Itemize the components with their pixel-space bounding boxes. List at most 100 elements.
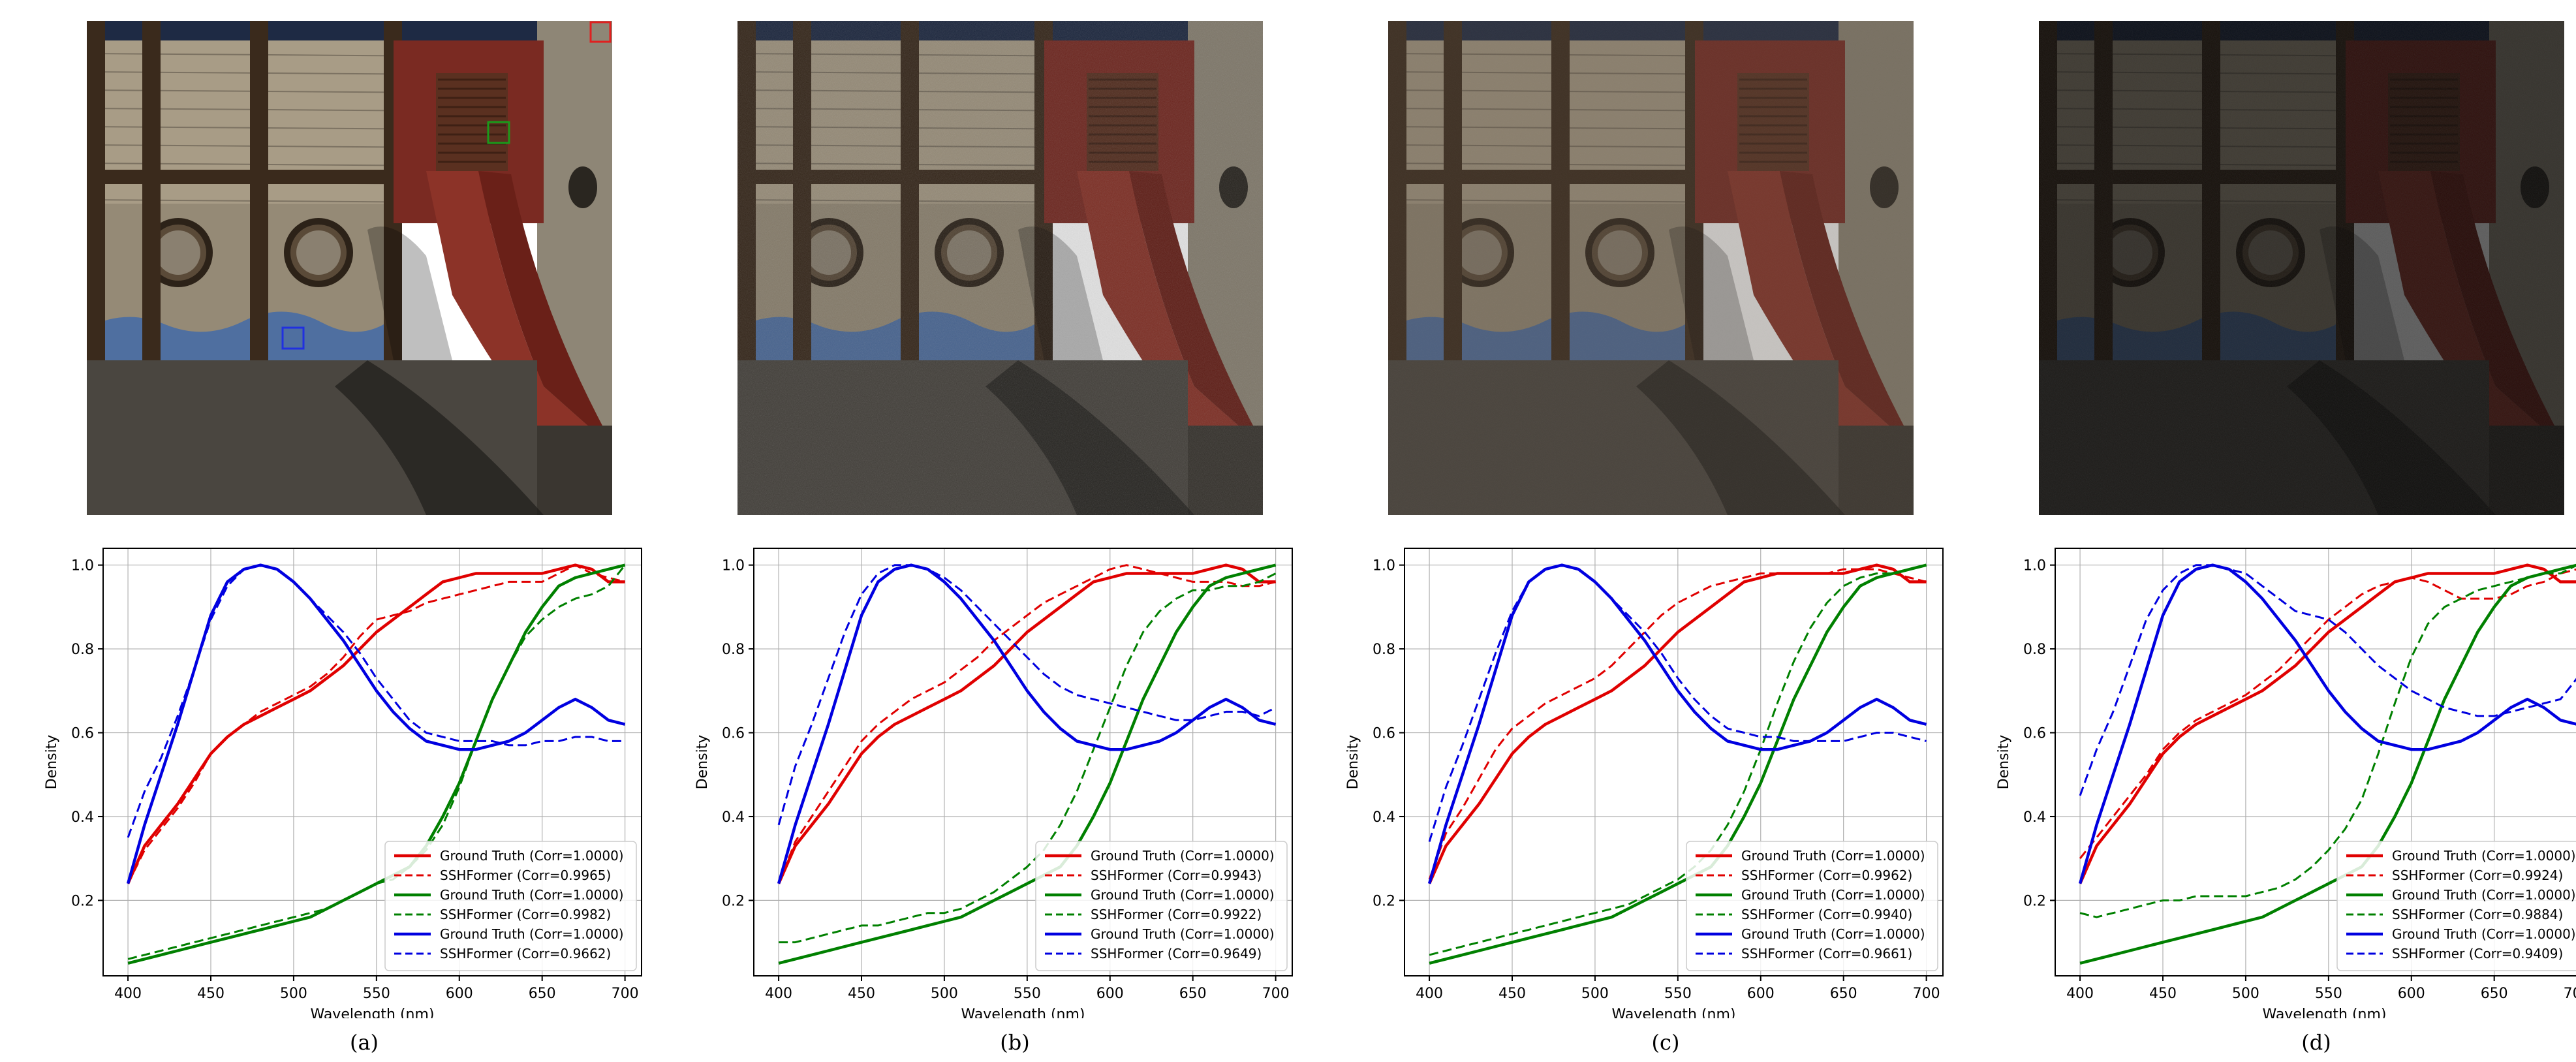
y-tick-label: 0.4	[1373, 809, 1395, 826]
panel-caption: (d)	[2301, 1030, 2331, 1055]
y-tick-label: 0.8	[722, 642, 745, 658]
legend-entry-label: Ground Truth (Corr=1.0000)	[2392, 887, 2576, 903]
y-axis-label: Density	[1345, 735, 1361, 790]
series-line-red-ground-truth	[2079, 563, 2576, 884]
legend-entry-label: SSHFormer (Corr=0.9649)	[1091, 946, 1262, 961]
x-tick-label: 500	[1581, 986, 1609, 1002]
grid-lines	[103, 548, 642, 976]
legend-entry-label: Ground Truth (Corr=1.0000)	[440, 926, 624, 942]
exposure-overlay	[2039, 21, 2564, 515]
series-line-blue-sshformer	[127, 564, 625, 838]
x-tick-label: 700	[2564, 986, 2576, 1002]
panel-caption: (c)	[1651, 1030, 1680, 1055]
x-tick-label: 600	[2398, 986, 2425, 1002]
series-line-green-sshformer	[127, 564, 626, 960]
panel-caption: (a)	[349, 1030, 379, 1055]
series-line-green-ground-truth	[778, 563, 1277, 965]
legend-entry-label: Ground Truth (Corr=1.0000)	[1741, 926, 1925, 942]
y-tick-label: 0.6	[2023, 726, 2046, 742]
series-line-green-sshformer	[1429, 564, 1927, 956]
y-tick-label: 0.2	[2023, 893, 2046, 909]
x-tick-label: 400	[1416, 986, 1443, 1002]
plot-frame	[2055, 548, 2576, 976]
legend-entry-label: Ground Truth (Corr=1.0000)	[1091, 887, 1275, 903]
x-tick-label: 450	[848, 986, 875, 1002]
legend-entry-label: SSHFormer (Corr=0.9924)	[2392, 867, 2563, 883]
legend-entry-label: SSHFormer (Corr=0.9662)	[440, 946, 611, 961]
figure-panel-d: 400 450 500 550 600 650 700 0.2 0.4 0.6 0.8 1.0 Wave…	[1996, 0, 2576, 1062]
legend: Ground Truth (Corr=1.0000) SSHFormer (Cor…	[1686, 841, 1938, 971]
x-tick-label: 700	[1262, 986, 1290, 1002]
legend-entry-label: Ground Truth (Corr=1.0000)	[1091, 926, 1275, 942]
roi-blue-box	[281, 326, 305, 350]
legend-entry-label: Ground Truth (Corr=1.0000)	[440, 887, 624, 903]
scene-photo	[2039, 21, 2564, 515]
legend-entry-label: SSHFormer (Corr=0.9982)	[440, 907, 611, 922]
legend-entry-label: SSHFormer (Corr=0.9962)	[1741, 867, 1912, 883]
y-tick-label: 1.0	[2023, 558, 2046, 574]
series-line-blue-sshformer	[1428, 564, 1927, 842]
legend-entry-label: Ground Truth (Corr=1.0000)	[1091, 848, 1275, 864]
series-line-green-ground-truth	[1429, 563, 1927, 965]
x-tick-label: 400	[114, 986, 142, 1002]
x-tick-label: 450	[197, 986, 225, 1002]
x-tick-label: 400	[2066, 986, 2094, 1002]
legend-entry-label: Ground Truth (Corr=1.0000)	[2392, 848, 2576, 864]
y-tick-label: 0.4	[722, 809, 745, 826]
legend-box	[2336, 841, 2576, 971]
plot-frame	[102, 548, 642, 976]
figure-panel-b: 400 450 500 550 600 650 700 0.2 0.4 0.6 0.8 1.0 Wave…	[694, 0, 1364, 1062]
noise-overlay	[1388, 21, 1914, 515]
series-line-red-sshformer	[127, 564, 625, 884]
x-axis-label: Wavelength (nm)	[1611, 1007, 1735, 1018]
y-axis-label: Density	[1996, 735, 2012, 790]
exposure-overlay	[1388, 21, 1914, 515]
y-tick-label: 1.0	[722, 558, 745, 574]
y-tick-label: 0.6	[1373, 726, 1395, 742]
legend-entry-label: Ground Truth (Corr=1.0000)	[1741, 887, 1925, 903]
spectral-density-chart: 400 450 500 550 600 650 700 0.2 0.4 0.6 0.8 1.0 Wave…	[1996, 548, 2576, 1018]
x-tick-label: 650	[529, 986, 556, 1002]
series-line-blue-ground-truth	[126, 563, 626, 884]
y-tick-label: 1.0	[71, 558, 94, 574]
x-tick-label: 500	[931, 986, 958, 1002]
scene-content	[87, 21, 612, 515]
series-line-blue-ground-truth	[2078, 563, 2576, 884]
x-axis-label: Wavelength (nm)	[2262, 1007, 2386, 1018]
x-tick-label: 500	[280, 986, 307, 1002]
legend-entry-label: Ground Truth (Corr=1.0000)	[1741, 848, 1925, 864]
x-tick-label: 700	[1913, 986, 1940, 1002]
series-line-blue-sshformer	[2079, 564, 2576, 796]
y-tick-label: 0.6	[71, 726, 94, 742]
y-tick-label: 0.8	[1373, 642, 1395, 658]
x-tick-label: 550	[1664, 986, 1692, 1002]
y-tick-label: 0.8	[71, 642, 94, 658]
x-tick-label: 650	[1830, 986, 1857, 1002]
legend: Ground Truth (Corr=1.0000) SSHFormer (Cor…	[384, 841, 637, 971]
y-tick-label: 0.6	[722, 726, 745, 742]
legend-entry-label: SSHFormer (Corr=0.9965)	[440, 867, 611, 883]
y-tick-label: 0.4	[71, 809, 94, 826]
y-axis-label: Density	[44, 735, 60, 790]
y-tick-label: 0.4	[2023, 809, 2046, 826]
series-line-blue-ground-truth	[1427, 563, 1927, 884]
y-tick-label: 1.0	[1373, 558, 1395, 574]
x-tick-label: 600	[1747, 986, 1775, 1002]
series-line-blue-sshformer	[777, 564, 1277, 826]
series-line-red-ground-truth	[1428, 563, 1927, 884]
exposure-overlay	[737, 21, 1263, 515]
series-line-green-sshformer	[2079, 564, 2576, 918]
series-line-red-sshformer	[777, 564, 1276, 884]
legend-entry-label: SSHFormer (Corr=0.9922)	[1091, 907, 1262, 922]
spectral-density-chart: 400 450 500 550 600 650 700 0.2 0.4 0.6 0.8 1.0 Wave…	[694, 548, 1293, 1018]
legend-box	[1035, 841, 1288, 971]
legend-box	[384, 841, 637, 971]
legend-entry-label: SSHFormer (Corr=0.9943)	[1091, 867, 1262, 883]
y-tick-label: 0.2	[722, 893, 745, 909]
x-axis-label: Wavelength (nm)	[310, 1007, 434, 1018]
legend-entry-label: SSHFormer (Corr=0.9661)	[1741, 946, 1912, 961]
series-line-blue-ground-truth	[777, 563, 1277, 884]
roi-green-box	[487, 121, 510, 144]
spectral-density-chart: 400 450 500 550 600 650 700 0.2 0.4 0.6 0.8 1.0 Wave…	[44, 548, 642, 1018]
y-tick-label: 0.8	[2023, 642, 2046, 658]
